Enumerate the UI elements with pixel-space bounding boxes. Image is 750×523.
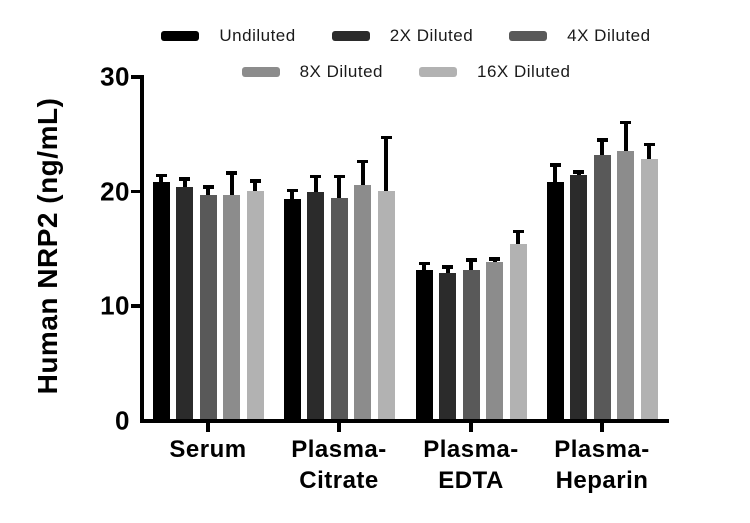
bar-plasma-heparin-8x-diluted [617, 150, 634, 419]
legend-swatch-4x-diluted [509, 31, 548, 41]
error-bar-stem [623, 120, 628, 151]
error-bar-stem [384, 135, 388, 191]
error-bar-stem [422, 261, 426, 270]
bar-plasma-edta-4x-diluted [462, 269, 480, 419]
bar-plasma-heparin-16x-diluted [640, 158, 658, 419]
bar-plasma-citrate-undiluted [283, 198, 301, 419]
error-bar-cap [643, 142, 655, 147]
error-bar-stem [600, 138, 604, 156]
bar-serum-16x-diluted [246, 190, 264, 419]
x-category-label-serum: Serum [169, 436, 247, 463]
bar-serum-4x-diluted [199, 195, 217, 419]
y-axis-line [140, 75, 144, 423]
error-bar-stem [360, 159, 365, 186]
error-bar-stem [553, 163, 557, 182]
legend-swatch-undiluted [161, 31, 200, 41]
x-category-label-plasma-heparin: Plasma- Heparin [554, 436, 650, 494]
x-category-label-plasma-citrate: Plasma- Citrate [291, 436, 387, 494]
error-bar-stem [229, 171, 234, 196]
error-bar-cap [357, 159, 368, 164]
x-tick-plasma-heparin [600, 422, 604, 432]
error-bar-stem [337, 174, 341, 198]
error-bar-cap [286, 188, 298, 193]
x-category-label-plasma-edta: Plasma- EDTA [423, 436, 519, 494]
legend-swatch-16x-diluted [419, 67, 458, 77]
legend-item-2x-diluted: 2X Diluted [331, 26, 474, 46]
legend-item-4x-diluted: 4X Diluted [509, 26, 650, 46]
error-bar-stem [469, 258, 473, 270]
bar-plasma-heparin-4x-diluted [593, 155, 611, 419]
bar-serum-undiluted [152, 181, 170, 419]
legend-label-4x-diluted: 4X Diluted [567, 26, 651, 45]
error-bar-cap [202, 185, 214, 189]
error-bar-cap [489, 257, 500, 261]
bar-plasma-citrate-8x-diluted [354, 185, 371, 419]
legend-label-2x-diluted: 2X Diluted [389, 26, 474, 45]
y-tick-label-10: 10 [100, 290, 130, 321]
error-bar-cap [179, 177, 190, 181]
x-tick-serum [206, 422, 210, 432]
error-bar-cap [620, 120, 631, 125]
x-tick-plasma-edta [469, 422, 473, 432]
error-bar-cap [549, 163, 561, 167]
legend: Undiluted 2X Diluted 4X Diluted 8X Diluted 1… [143, 24, 669, 96]
bar-plasma-heparin-undiluted [546, 181, 564, 419]
legend-item-8x-diluted: 8X Diluted [241, 62, 384, 82]
error-bar-cap [512, 229, 524, 234]
error-bar-stem [290, 188, 294, 199]
bar-plasma-edta-undiluted [415, 269, 433, 419]
error-bar-stem [445, 265, 450, 274]
error-bar-stem [647, 142, 651, 159]
error-bar-stem [159, 173, 163, 182]
bar-plasma-edta-8x-diluted [486, 261, 503, 419]
legend-row-2: 8X Diluted 16X Diluted [143, 60, 669, 84]
bar-serum-8x-diluted [223, 195, 240, 419]
legend-swatch-2x-diluted [331, 31, 370, 41]
error-bar-cap [596, 138, 608, 142]
error-bar-cap [418, 261, 430, 266]
error-bar-stem [182, 177, 187, 188]
bar-plasma-citrate-4x-diluted [330, 197, 348, 419]
error-bar-cap [465, 258, 477, 262]
error-bar-cap [380, 135, 392, 140]
error-bar-stem [206, 185, 210, 196]
error-bar-stem [253, 179, 257, 191]
legend-label-16x-diluted: 16X Diluted [477, 62, 571, 81]
error-bar-cap [226, 171, 237, 175]
error-bar-stem [516, 229, 520, 244]
y-tick-20 [131, 189, 140, 194]
error-bar-cap [573, 170, 584, 174]
error-bar-cap [333, 174, 345, 179]
bar-plasma-edta-2x-diluted [439, 273, 456, 419]
legend-swatch-8x-diluted [241, 67, 280, 77]
bar-plasma-heparin-2x-diluted [570, 174, 587, 419]
y-axis-title: Human NRP2 (ng/mL) [32, 97, 63, 395]
error-bar-cap [249, 179, 261, 183]
bar-serum-2x-diluted [176, 187, 193, 419]
bar-plasma-citrate-2x-diluted [307, 191, 324, 419]
y-tick-label-20: 20 [100, 176, 130, 207]
bar-plasma-edta-16x-diluted [509, 243, 527, 419]
legend-item-undiluted: Undiluted [161, 26, 295, 46]
error-bar-cap [310, 174, 321, 179]
y-tick-label-30: 30 [100, 61, 130, 92]
x-tick-plasma-citrate [337, 422, 341, 432]
error-bar-cap [155, 173, 167, 178]
y-tick-label-0: 0 [115, 405, 130, 436]
error-bar-stem [313, 174, 318, 192]
x-axis-line [140, 419, 669, 423]
error-bar-cap [442, 265, 453, 269]
legend-row-1: Undiluted 2X Diluted 4X Diluted [143, 24, 669, 48]
y-tick-10 [131, 304, 140, 308]
legend-label-undiluted: Undiluted [219, 26, 296, 45]
legend-label-8x-diluted: 8X Diluted [299, 62, 384, 81]
bar-plasma-citrate-16x-diluted [377, 190, 395, 419]
legend-item-16x-diluted: 16X Diluted [419, 62, 570, 82]
y-tick-30 [131, 75, 140, 79]
